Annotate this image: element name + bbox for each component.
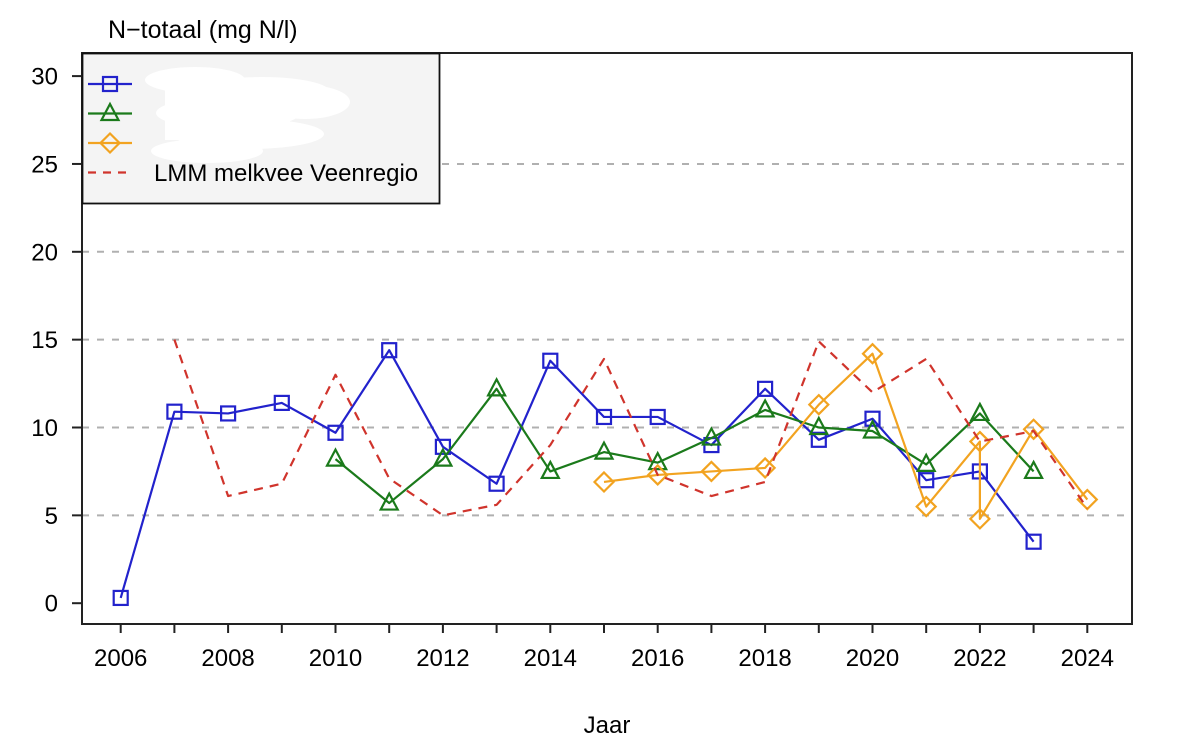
y-tick-label-20: 20 <box>31 239 58 266</box>
gridlines <box>82 162 1132 517</box>
x-tick-label-2006: 2006 <box>94 645 147 672</box>
x-tick-label-2010: 2010 <box>309 645 362 672</box>
triangle-marker-icon <box>754 398 776 418</box>
square-marker-icon <box>810 431 827 448</box>
x-tick-label-2022: 2022 <box>953 645 1006 672</box>
x-axis: 2006 2008 2010 2012 2014 2016 2018 2020 2022 2024 <box>94 624 1114 672</box>
square-marker-icon <box>1025 533 1042 550</box>
triangle-marker-icon <box>325 447 346 467</box>
triangle-marker-icon <box>808 415 830 436</box>
triangle-marker-icon <box>539 459 561 480</box>
square-marker-icon <box>327 424 344 441</box>
square-marker-icon <box>273 394 290 412</box>
legend-box: LMM melkvee Veenregio <box>81 52 441 205</box>
square-marker-icon <box>918 472 935 489</box>
triangle-marker-icon <box>647 450 669 471</box>
triangle-marker-icon <box>593 440 615 460</box>
triangle-marker-icon <box>486 377 507 397</box>
square-marker-icon <box>595 408 613 426</box>
legend-label-lmm-melkvee-veenregio: LMM melkvee Veenregio <box>154 160 418 187</box>
diamond-marker-icon <box>1022 418 1045 441</box>
square-marker-icon <box>381 342 398 359</box>
triangle-marker-icon <box>432 447 454 467</box>
diamond-marker-icon <box>861 342 884 365</box>
diamond-marker-icon <box>592 470 616 494</box>
plot-border <box>81 52 1133 625</box>
x-tick-label-2012: 2012 <box>416 645 469 672</box>
triangle-marker-icon <box>862 419 883 439</box>
triangle-marker-icon <box>969 401 991 422</box>
diamond-marker-icon <box>968 507 991 530</box>
triangle-marker-icon <box>99 101 121 122</box>
x-tick-label-2014: 2014 <box>524 645 577 672</box>
series-line-series-1 <box>119 349 1035 599</box>
x-tick-label-2018: 2018 <box>738 645 791 672</box>
series-series-3 <box>592 342 1099 530</box>
y-tick-label-5: 5 <box>45 503 58 530</box>
diamond-marker-icon <box>700 460 723 483</box>
diamond-marker-icon <box>754 456 777 479</box>
square-marker-icon <box>864 410 881 427</box>
square-marker-icon <box>542 352 559 369</box>
diamond-marker-icon <box>1076 488 1099 511</box>
triangle-marker-icon <box>1023 459 1044 480</box>
x-axis-title: Jaar <box>584 712 631 739</box>
y-tick-label-10: 10 <box>31 415 58 442</box>
x-tick-label-2020: 2020 <box>846 645 899 672</box>
triangle-marker-icon <box>701 426 722 446</box>
diamond-marker-icon <box>915 495 938 518</box>
square-marker-icon <box>220 405 237 422</box>
series-lmm-melkvee-veenregio <box>173 339 1089 517</box>
y-tick-label-0: 0 <box>45 591 58 618</box>
x-tick-label-2016: 2016 <box>631 645 684 672</box>
diamond-marker-icon <box>98 131 122 155</box>
y-tick-label-30: 30 <box>31 64 58 91</box>
x-tick-label-2024: 2024 <box>1061 645 1114 672</box>
y-axis: 0 5 10 15 20 25 30 <box>31 64 82 618</box>
legend-redaction-smudge <box>145 67 350 163</box>
diamond-marker-icon <box>807 393 830 416</box>
x-tick-label-2008: 2008 <box>201 645 254 672</box>
triangle-marker-icon <box>378 491 400 511</box>
square-marker-icon <box>112 589 129 607</box>
series-line-series-2 <box>334 387 1035 505</box>
series-line-series-3 <box>603 352 1089 520</box>
square-marker-icon <box>488 475 505 492</box>
diamond-marker-icon <box>968 430 991 453</box>
series-series-1 <box>112 342 1042 607</box>
square-marker-icon <box>756 380 774 397</box>
square-marker-icon <box>434 438 451 455</box>
chart-title: N−totaal (mg N/l) <box>108 16 298 44</box>
series-layer <box>112 339 1099 607</box>
series-line-lmm-melkvee-veenregio <box>173 339 1089 517</box>
triangle-marker-icon <box>915 452 937 472</box>
square-marker-icon <box>101 75 119 93</box>
square-marker-icon <box>166 403 183 420</box>
legend-symbols <box>88 75 132 174</box>
square-marker-icon <box>649 408 666 426</box>
series-series-2 <box>325 377 1044 511</box>
y-tick-label-15: 15 <box>31 327 58 354</box>
diamond-marker-icon <box>646 463 669 486</box>
y-tick-label-25: 25 <box>31 151 58 178</box>
